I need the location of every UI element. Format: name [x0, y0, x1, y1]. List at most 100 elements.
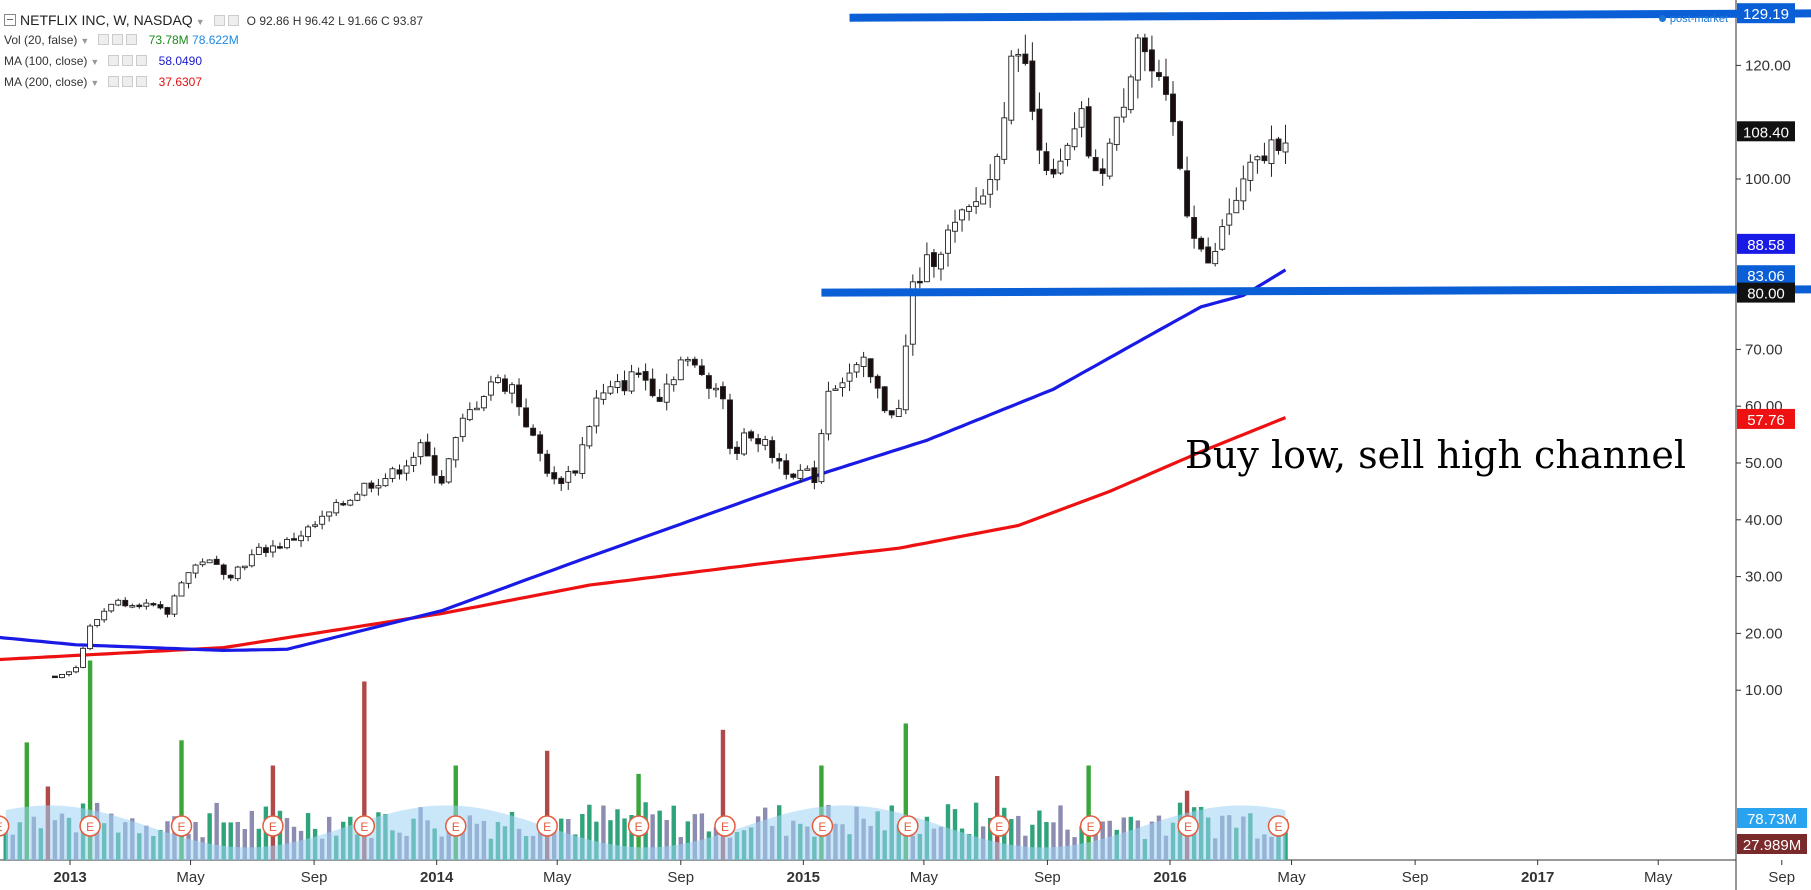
- earnings-marker: [536, 815, 558, 837]
- candle-up: [1071, 128, 1078, 148]
- candle-up: [284, 539, 290, 549]
- candle-up: [509, 384, 515, 394]
- earnings-marker: [988, 815, 1010, 837]
- close-icon[interactable]: [126, 34, 138, 45]
- close-icon[interactable]: [136, 76, 148, 87]
- volume-bar: [580, 813, 585, 860]
- candle-up: [319, 515, 326, 525]
- candle-down: [1029, 60, 1036, 112]
- chevron-down-icon[interactable]: ▼: [90, 78, 100, 88]
- candle-up: [853, 364, 860, 373]
- candle-down: [431, 455, 438, 476]
- price-label: 88.58: [1747, 237, 1785, 254]
- volume-bar: [284, 818, 290, 860]
- candle-up: [59, 674, 65, 679]
- ma100-label: MA (100, close): [4, 54, 88, 68]
- candle-up: [333, 502, 340, 514]
- candle-down: [544, 453, 551, 474]
- x-tick-label: 2016: [1153, 869, 1186, 886]
- candle-down: [537, 434, 544, 454]
- chevron-down-icon[interactable]: ▼: [195, 17, 205, 27]
- volume-bar: [608, 820, 613, 860]
- candle-down: [1022, 53, 1029, 64]
- candle-down: [558, 477, 565, 485]
- candle-down: [776, 458, 783, 462]
- candle-down: [516, 384, 522, 408]
- candle-down: [649, 378, 656, 397]
- x-tick-label: Sep: [667, 869, 694, 886]
- eye-icon[interactable]: [213, 15, 225, 26]
- earnings-marker-label: E: [1087, 820, 1095, 834]
- earnings-marker-label: E: [543, 820, 551, 834]
- chevron-down-icon[interactable]: ▼: [80, 36, 90, 46]
- earnings-marker: [1177, 815, 1199, 837]
- gear-icon[interactable]: [122, 76, 134, 87]
- x-tick-label: 2015: [787, 869, 820, 886]
- candle-down: [502, 378, 508, 392]
- candle-down: [424, 441, 431, 457]
- candle-up: [1247, 161, 1254, 181]
- candle-up: [403, 465, 410, 474]
- earnings-marker: [353, 815, 376, 837]
- candle-down: [1177, 121, 1183, 169]
- candle-up: [797, 469, 804, 479]
- candle-down: [1184, 170, 1191, 217]
- candle-up: [1001, 117, 1008, 160]
- volume-value: 73.78M: [148, 33, 189, 47]
- high-value: 96.42: [304, 14, 335, 28]
- candle-up: [902, 345, 909, 411]
- candle-down: [136, 604, 143, 608]
- eye-icon[interactable]: [108, 55, 120, 66]
- volume-bar: [1044, 821, 1049, 860]
- volume-bar: [720, 729, 726, 860]
- candle-down: [220, 564, 227, 575]
- gear-icon[interactable]: [227, 15, 239, 26]
- gear-icon[interactable]: [122, 55, 134, 66]
- price-label-box: [1737, 265, 1795, 286]
- earnings-marker-label: E: [86, 820, 94, 834]
- candle-up: [480, 396, 487, 409]
- volume-bar: [699, 813, 705, 860]
- candle-up: [466, 409, 473, 421]
- ma100-legend: MA (100, close) ▼ 58.0490: [4, 54, 202, 68]
- earnings-marker-label: E: [269, 820, 277, 834]
- volume-bar: [221, 822, 226, 860]
- candle-up: [846, 372, 853, 382]
- post-market-indicator[interactable]: post-market: [1658, 13, 1728, 25]
- candle-down: [1148, 49, 1155, 72]
- close-icon[interactable]: [136, 55, 148, 66]
- high-label: H: [292, 14, 302, 28]
- x-tick-label: 2014: [420, 869, 454, 886]
- volume-bar: [903, 723, 908, 860]
- candle-up: [445, 458, 452, 483]
- volume-bar: [1093, 818, 1098, 860]
- collapse-icon[interactable]: [4, 14, 16, 26]
- ma100-line: [0, 268, 1287, 652]
- candle-down: [720, 386, 726, 400]
- volume-legend: Vol (20, false) ▼ 73.78M 78.622M: [4, 33, 239, 47]
- earnings-marker: [170, 815, 193, 837]
- candle-up: [818, 433, 825, 483]
- candle-down: [1191, 217, 1198, 239]
- earnings-marker-label: E: [452, 820, 460, 834]
- candle-down: [122, 599, 129, 607]
- candle-up: [945, 229, 951, 254]
- candle-down: [157, 604, 164, 609]
- candle-down: [1163, 76, 1169, 95]
- price-label-box: [1737, 282, 1795, 303]
- candle-down: [51, 675, 58, 679]
- chevron-down-icon[interactable]: ▼: [90, 57, 100, 67]
- gear-icon[interactable]: [112, 34, 124, 45]
- candle-up: [973, 201, 980, 207]
- volume-bar: [256, 828, 262, 860]
- y-tick-label: 100.00: [1745, 171, 1791, 188]
- candle-up: [1212, 251, 1219, 265]
- candle-up: [80, 647, 87, 668]
- candle-up: [87, 625, 94, 650]
- volume-bar: [305, 813, 311, 860]
- eye-icon[interactable]: [98, 34, 110, 45]
- candle-up: [895, 408, 902, 417]
- candle-up: [1254, 156, 1261, 161]
- eye-icon[interactable]: [108, 76, 120, 87]
